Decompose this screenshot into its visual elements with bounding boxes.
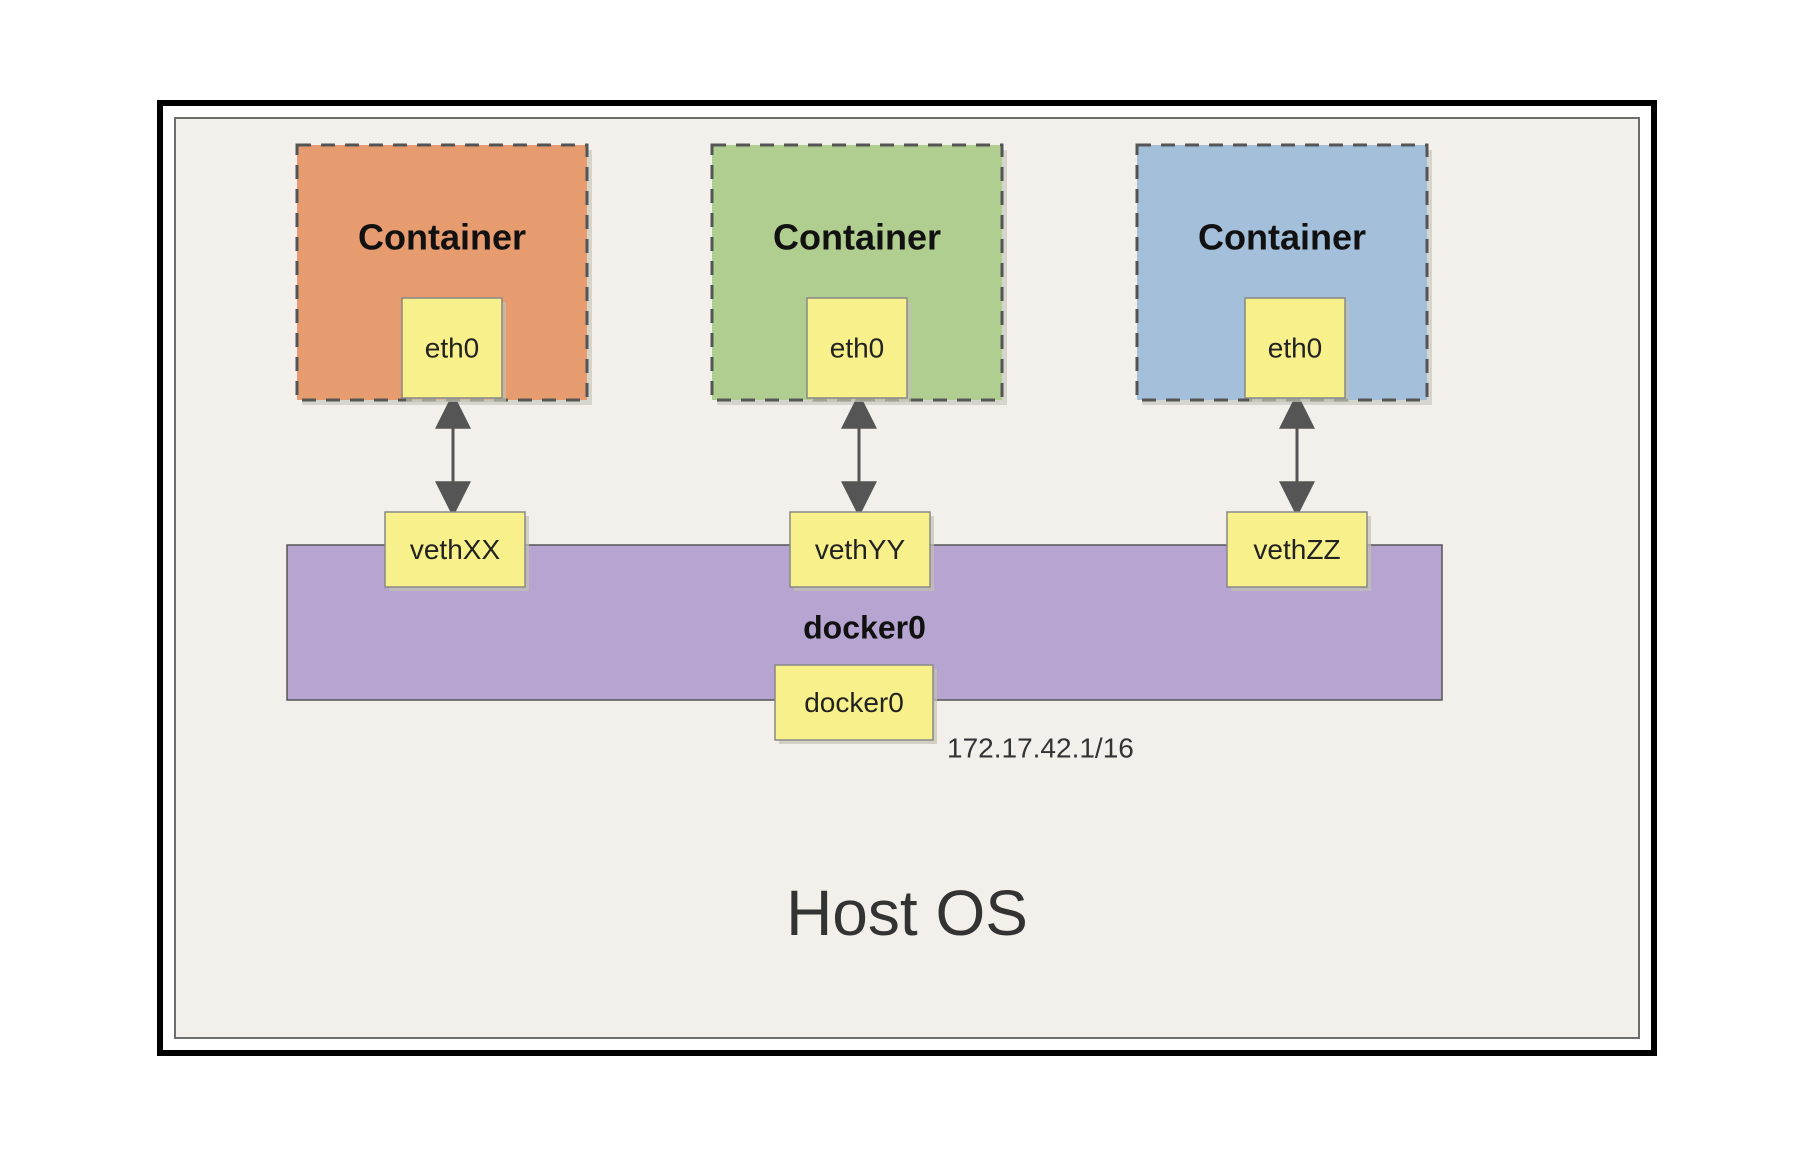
bridge-label: docker0 xyxy=(803,609,926,645)
diagram-canvas: docker0 Container Container Container eth0 et… xyxy=(157,100,1657,1056)
veth-box-label: vethZZ xyxy=(1253,534,1340,565)
container-title: Container xyxy=(772,217,940,258)
veth-box-label: vethXX xyxy=(409,534,500,565)
host-os-label: Host OS xyxy=(786,877,1028,949)
veth-box-label: vethYY xyxy=(814,534,905,565)
eth0-box-label: eth0 xyxy=(424,332,479,363)
docker0-iface-label: docker0 xyxy=(804,687,904,718)
outer-shadow-bottom xyxy=(157,1050,1657,1056)
container-title: Container xyxy=(357,217,525,258)
docker-network-diagram: docker0 Container Container Container eth0 et… xyxy=(157,100,1657,1056)
container-title: Container xyxy=(1197,217,1365,258)
eth0-box-label: eth0 xyxy=(829,332,884,363)
bridge-ip: 172.17.42.1/16 xyxy=(947,732,1134,763)
eth0-box-label: eth0 xyxy=(1267,332,1322,363)
